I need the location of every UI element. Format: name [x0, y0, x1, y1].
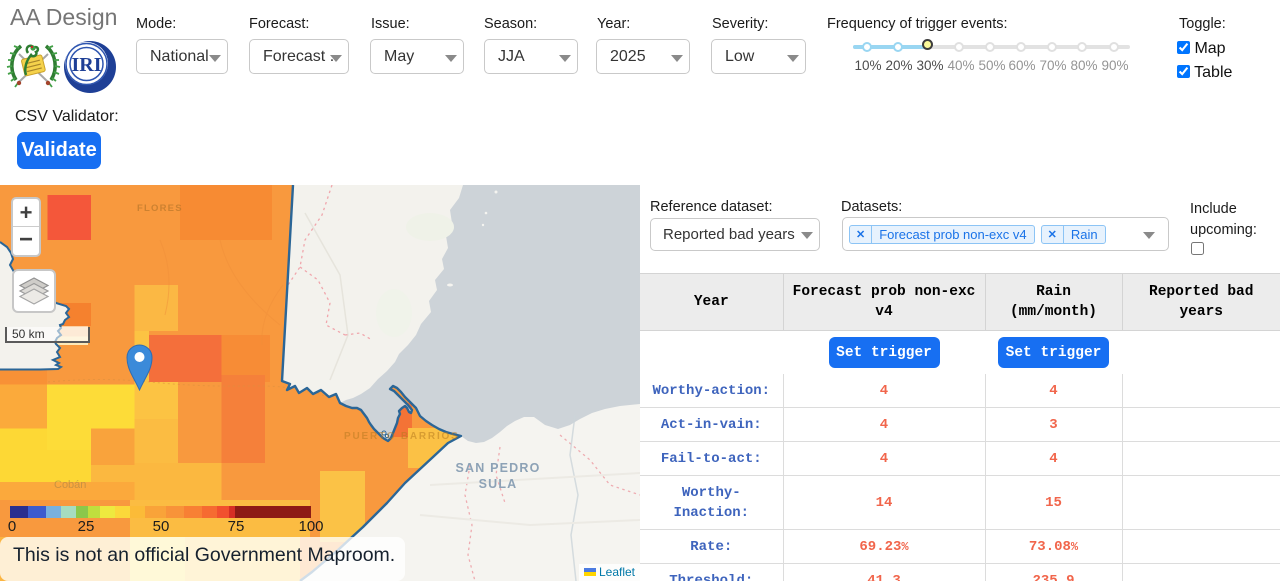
svg-text:SAN PEDRO: SAN PEDRO	[455, 461, 540, 475]
svg-text:IRI: IRI	[71, 54, 101, 76]
svg-text:Cobán: Cobán	[54, 479, 86, 491]
svg-text:100: 100	[298, 518, 323, 535]
svg-text:50: 50	[153, 518, 170, 535]
svg-text:25: 25	[78, 518, 95, 535]
svg-text:0: 0	[8, 518, 16, 535]
svg-text:SULA: SULA	[479, 477, 518, 491]
svg-text:75: 75	[228, 518, 245, 535]
svg-text:PUERTO BARRIOS: PUERTO BARRIOS	[344, 431, 460, 442]
svg-text:FLORES: FLORES	[137, 203, 183, 214]
